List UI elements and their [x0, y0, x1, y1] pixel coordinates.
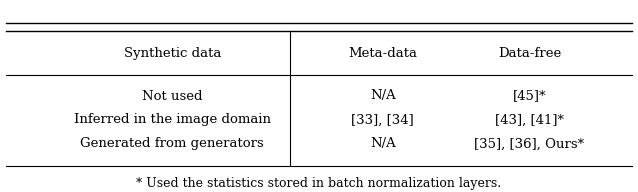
- Text: [45]*: [45]*: [513, 89, 546, 103]
- Text: [35], [36], Ours*: [35], [36], Ours*: [475, 137, 584, 151]
- Text: [33], [34]: [33], [34]: [352, 113, 414, 127]
- Text: Data-free: Data-free: [498, 47, 561, 60]
- Text: Meta-data: Meta-data: [348, 47, 417, 60]
- Text: Inferred in the image domain: Inferred in the image domain: [74, 113, 271, 127]
- Text: [43], [41]*: [43], [41]*: [495, 113, 564, 127]
- Text: Generated from generators: Generated from generators: [80, 137, 264, 151]
- Text: * Used the statistics stored in batch normalization layers.: * Used the statistics stored in batch no…: [137, 177, 501, 190]
- Text: Not used: Not used: [142, 89, 202, 103]
- Text: N/A: N/A: [370, 137, 396, 151]
- Text: Synthetic data: Synthetic data: [124, 47, 221, 60]
- Text: N/A: N/A: [370, 89, 396, 103]
